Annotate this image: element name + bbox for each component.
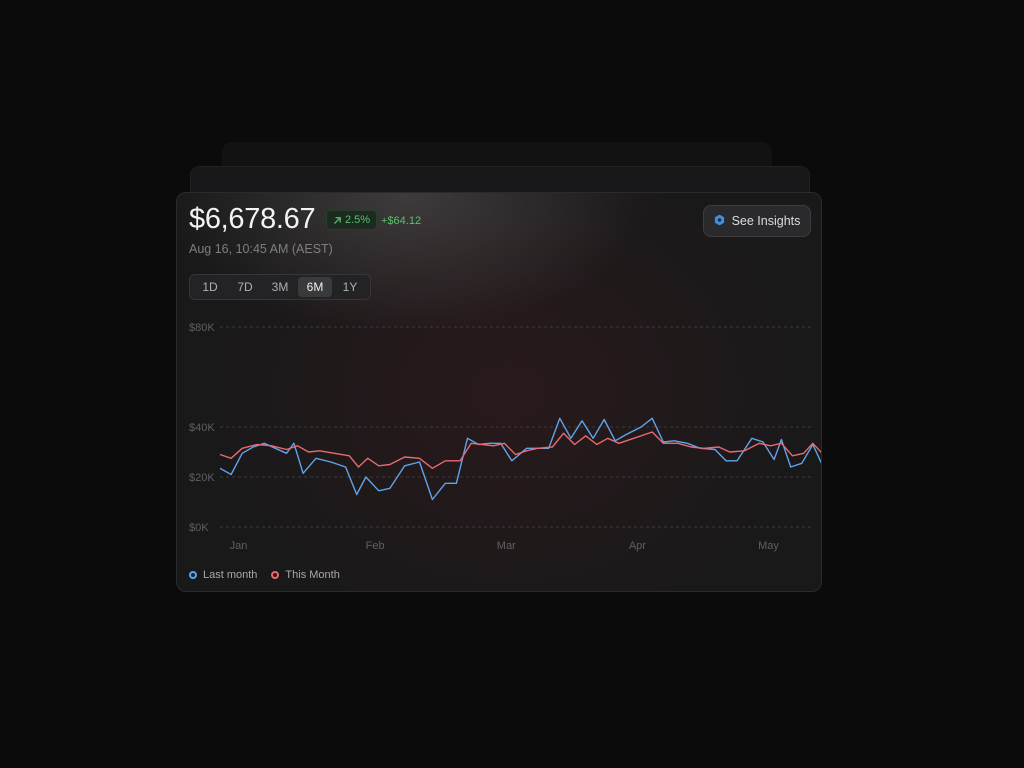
arrow-up-right-icon [333, 216, 342, 225]
last-month-dot-icon [189, 571, 197, 579]
line-chart: $0K $20K $40K $80K Jan Feb Mar Apr May [189, 322, 821, 552]
see-insights-label: See Insights [731, 214, 801, 228]
legend-label-last-month: Last month [203, 569, 258, 581]
y-tick-label: $80K [189, 322, 215, 334]
this-month-dot-icon [271, 571, 280, 579]
y-tick-label: $20K [189, 472, 215, 484]
range-tab-1y[interactable]: 1Y [342, 280, 358, 294]
range-tab-3m[interactable]: 3M [271, 280, 289, 294]
portfolio-chart-card: $6,678.67 2.5% +$64.12 Aug 16, 10:45 AM … [176, 192, 822, 592]
legend-label-this-month: This Month [285, 569, 340, 581]
x-tick-label: May [758, 540, 779, 552]
see-insights-button[interactable]: See Insights [703, 205, 811, 237]
range-tab-6m[interactable]: 6M [298, 277, 332, 297]
x-tick-label: Mar [497, 540, 516, 552]
range-tab-7d[interactable]: 7D [237, 280, 253, 294]
time-range-selector: 1D 7D 3M 6M 1Y [189, 274, 371, 300]
change-percent-badge: 2.5% [326, 210, 378, 230]
timestamp: Aug 16, 10:45 AM (AEST) [189, 242, 333, 256]
series-line-last-month [219, 417, 821, 501]
y-tick-label: $40K [189, 422, 215, 434]
x-tick-label: Feb [366, 540, 385, 552]
legend-item-this-month: This Month [271, 569, 340, 581]
x-tick-label: Apr [629, 540, 646, 552]
y-tick-label: $0K [189, 522, 209, 534]
chart-legend: Last month This Month [189, 569, 340, 581]
change-amount: +$64.12 [381, 215, 422, 227]
series-line-this-month [219, 431, 821, 469]
range-tab-1d[interactable]: 1D [202, 280, 218, 294]
portfolio-value: $6,678.67 [189, 203, 316, 235]
x-tick-label: Jan [230, 540, 248, 552]
legend-item-last-month: Last month [189, 569, 257, 581]
change-percent: 2.5% [345, 214, 371, 226]
hexagon-icon [714, 214, 725, 229]
